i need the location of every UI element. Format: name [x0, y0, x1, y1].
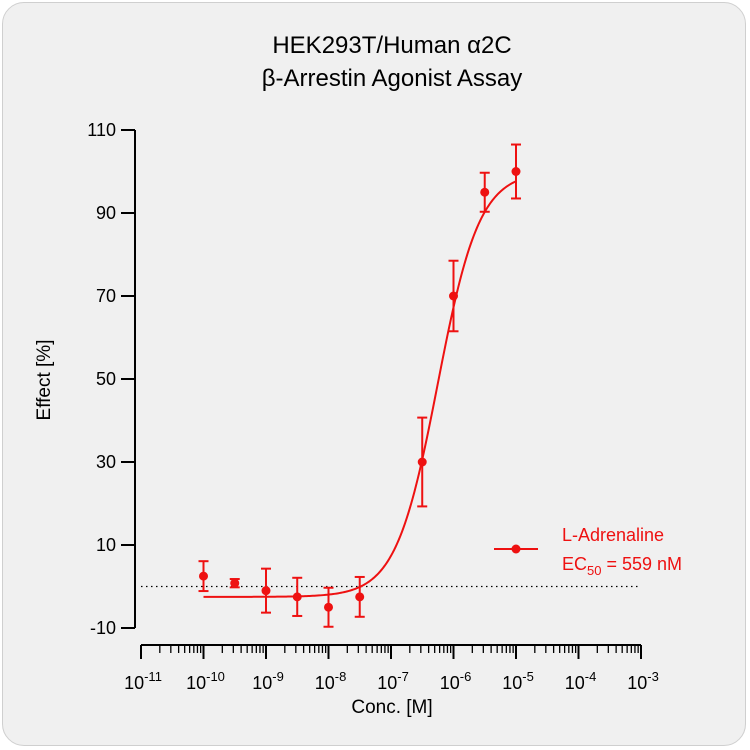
legend-ec50-label: EC50 = 559 nM	[562, 554, 682, 578]
data-point-group	[323, 586, 334, 628]
data-point	[511, 167, 521, 176]
data-point-group	[448, 259, 459, 333]
x-tick-base: 10	[124, 673, 144, 693]
x-tick-base: 10	[315, 673, 335, 693]
y-axis: 110 90 70 50 30 10 -10	[87, 120, 136, 638]
x-tick-label: 10-8	[315, 669, 347, 693]
data-point	[449, 291, 458, 301]
data-point	[230, 578, 240, 588]
x-tick-exponent: -5	[522, 669, 534, 684]
y-tick-label: 50	[96, 369, 116, 389]
data-point-group	[261, 567, 271, 614]
data-point-group	[292, 576, 303, 617]
legend: L-Adrenaline EC50 = 559 nM	[494, 525, 682, 578]
data-point	[199, 571, 208, 581]
data-point	[292, 592, 302, 602]
ec-subscript: 50	[587, 563, 601, 578]
x-tick-label: 10-4	[565, 669, 597, 693]
y-tick-label: 90	[96, 203, 116, 223]
x-tick-exponent: -7	[397, 669, 409, 684]
y-tick-label: 70	[96, 286, 116, 306]
data-point	[417, 457, 427, 467]
x-axis-title: Conc. [M]	[351, 697, 432, 718]
x-tick-exponent: -6	[460, 669, 472, 684]
x-tick-exponent: -4	[585, 669, 597, 684]
data-point-group	[417, 416, 428, 508]
data-point-group	[511, 143, 521, 200]
chart-title-line2: β-Arrestin Agonist Assay	[262, 65, 523, 92]
data-point-group	[229, 578, 240, 589]
fit-curve-l-adrenaline	[203, 180, 517, 598]
data-point	[324, 602, 333, 612]
x-tick-exponent: -3	[647, 669, 659, 684]
x-tick-base: 10	[186, 673, 206, 693]
y-axis-title: Effect [%]	[34, 340, 55, 421]
x-tick-label: 10-9	[252, 669, 284, 693]
x-tick-base: 10	[440, 673, 460, 693]
x-tick-label: 10-6	[440, 669, 472, 693]
x-tick-label: 10-10	[186, 669, 225, 693]
x-tick-exponent: -9	[272, 669, 284, 684]
x-tick-exponent: -10	[206, 669, 225, 684]
y-tick-label: -10	[90, 618, 116, 638]
x-tick-label: 10-5	[502, 669, 534, 693]
x-tick-label: 10-11	[124, 669, 162, 693]
y-tick-label: 30	[96, 452, 116, 472]
x-tick-label: 10-3	[627, 669, 659, 693]
data-points	[198, 143, 521, 628]
x-tick-exponent: -8	[335, 669, 347, 684]
x-tick-base: 10	[252, 673, 272, 693]
data-point-group	[198, 560, 209, 593]
data-point-group	[479, 171, 490, 213]
x-axis: 10-11 10-10 10-9 10-8 10-7 10-6 10-5 10-4 10-3	[124, 644, 659, 693]
y-tick-label: 10	[96, 535, 116, 555]
data-point	[355, 592, 365, 602]
data-point-group	[354, 575, 365, 618]
y-tick-label: 110	[87, 120, 116, 140]
legend-series-label: L-Adrenaline	[562, 525, 664, 545]
x-tick-base: 10	[565, 673, 585, 693]
data-point	[261, 586, 271, 596]
x-tick-base: 10	[377, 673, 397, 693]
data-point	[480, 187, 490, 197]
legend-marker	[511, 544, 521, 554]
x-tick-base: 10	[627, 673, 647, 693]
x-tick-exponent: -11	[144, 669, 162, 684]
x-tick-label: 10-7	[377, 669, 409, 693]
ec-value: = 559 nM	[601, 554, 682, 574]
chart-title-line1: HEK293T/Human α2C	[272, 32, 511, 59]
ec-prefix: EC	[562, 554, 587, 574]
x-tick-base: 10	[502, 673, 522, 693]
